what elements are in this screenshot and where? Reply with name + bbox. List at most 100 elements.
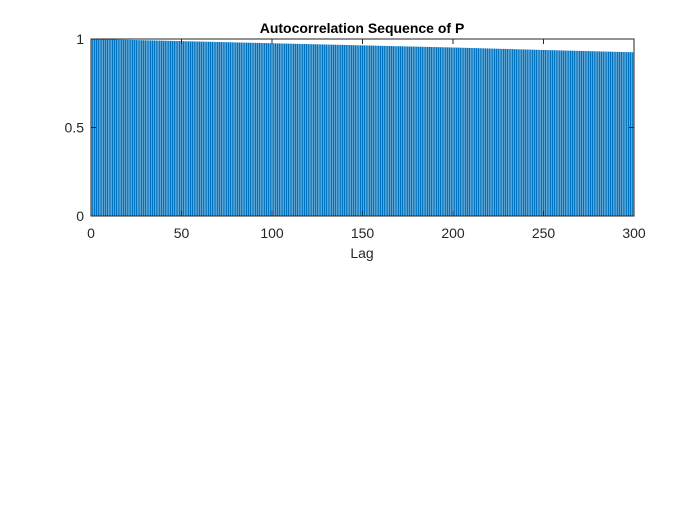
bar-lag-248: [539, 49, 541, 217]
bar-lag-86: [245, 42, 248, 217]
bar-lag-135: [334, 44, 337, 217]
bar-lag-279: [595, 51, 597, 217]
bar-lag-58: [195, 41, 197, 217]
x-axis-label: Lag: [350, 245, 373, 261]
bar-lag-285: [606, 51, 608, 216]
bar-lag-93: [258, 42, 261, 217]
bar-lag-136: [336, 44, 338, 216]
bar-lag-168: [394, 46, 396, 216]
bar-lag-127: [320, 44, 322, 216]
bar-lag-108: [285, 43, 288, 217]
bar-lag-245: [533, 49, 536, 217]
bar-lag-84: [242, 42, 244, 216]
bar-lag-297: [627, 52, 630, 216]
bar-lag-254: [550, 50, 552, 216]
bar-lag-55: [189, 41, 192, 217]
bar-lag-149: [359, 45, 362, 216]
bar-lag-214: [477, 48, 480, 216]
bar-lag-34: [151, 40, 154, 216]
bar-lag-181: [417, 46, 420, 216]
bar-lag-134: [332, 44, 335, 216]
bar-lag-144: [350, 45, 353, 217]
bar-lag-67: [211, 41, 213, 216]
y-tick-label: 1: [76, 31, 84, 47]
bar-lag-237: [519, 49, 521, 216]
bar-lag-105: [280, 43, 282, 217]
bar-lag-289: [613, 51, 615, 216]
bar-lag-104: [278, 43, 280, 216]
bar-lag-47: [175, 41, 177, 216]
bar-lag-174: [405, 46, 407, 216]
bar-lag-26: [137, 40, 139, 216]
bar-lag-205: [461, 47, 463, 216]
y-tick-label: 0: [76, 208, 84, 224]
bar-lag-223: [493, 48, 496, 216]
bar-lag-115: [298, 43, 300, 216]
bar-lag-79: [233, 42, 235, 216]
bar-lag-106: [282, 43, 284, 216]
bar-lag-189: [432, 47, 434, 216]
bar-lag-169: [396, 46, 398, 217]
bar-lag-158: [376, 45, 378, 217]
bar-lag-44: [169, 40, 172, 217]
bar-lag-74: [224, 42, 226, 216]
bar-lag-298: [629, 52, 632, 217]
bar-lag-253: [548, 50, 550, 216]
bar-lag-241: [526, 49, 528, 216]
bar-lag-49: [178, 41, 181, 216]
bar-lag-224: [495, 48, 498, 216]
y-ticks-group: 00.51: [65, 31, 634, 224]
bar-lag-276: [589, 51, 592, 216]
bar-lag-270: [578, 50, 581, 216]
bar-lag-233: [512, 49, 514, 216]
bar-lag-72: [220, 42, 223, 217]
bar-lag-247: [537, 49, 539, 216]
bar-lag-111: [291, 43, 293, 216]
bar-lag-103: [276, 43, 279, 216]
bar-lag-212: [474, 48, 476, 217]
bar-lag-119: [305, 44, 308, 217]
bar-lag-201: [454, 47, 456, 216]
bar-lag-161: [381, 45, 384, 217]
bar-lag-19: [124, 39, 127, 217]
bar-lag-242: [528, 49, 530, 216]
x-tick-label: 250: [532, 225, 556, 241]
bar-lag-228: [502, 48, 505, 216]
bar-lag-69: [215, 41, 217, 217]
bar-lag-12: [112, 39, 114, 217]
bar-lag-171: [399, 46, 402, 217]
bar-lag-272: [582, 50, 585, 216]
bar-lag-123: [312, 44, 315, 217]
bars-group: [91, 39, 634, 217]
bar-lag-215: [479, 48, 481, 216]
bar-lag-94: [260, 42, 262, 216]
bar-lag-260: [560, 50, 563, 217]
bar-lag-147: [356, 45, 358, 216]
bar-lag-137: [338, 44, 340, 216]
bar-lag-59: [197, 41, 199, 217]
bar-lag-36: [155, 40, 157, 216]
bar-lag-124: [314, 44, 317, 216]
bar-lag-125: [316, 44, 318, 217]
bar-lag-195: [443, 47, 445, 216]
bar-lag-207: [464, 47, 467, 217]
bar-lag-258: [557, 50, 559, 217]
bar-lag-159: [378, 45, 380, 216]
bar-lag-269: [577, 50, 579, 216]
bar-lag-112: [293, 43, 295, 217]
bar-lag-5: [99, 39, 101, 217]
bar-lag-46: [173, 40, 175, 217]
bar-lag-216: [481, 48, 483, 216]
bar-lag-167: [392, 46, 394, 217]
bar-lag-146: [354, 45, 356, 217]
bar-lag-95: [262, 43, 264, 216]
bar-lag-288: [611, 51, 614, 216]
bar-lag-63: [204, 41, 206, 217]
bar-lag-196: [445, 47, 447, 216]
bar-lag-239: [522, 49, 525, 217]
x-tick-label: 100: [260, 225, 284, 241]
bar-lag-170: [397, 46, 400, 216]
bar-lag-182: [419, 46, 422, 217]
bar-lag-281: [598, 51, 601, 217]
